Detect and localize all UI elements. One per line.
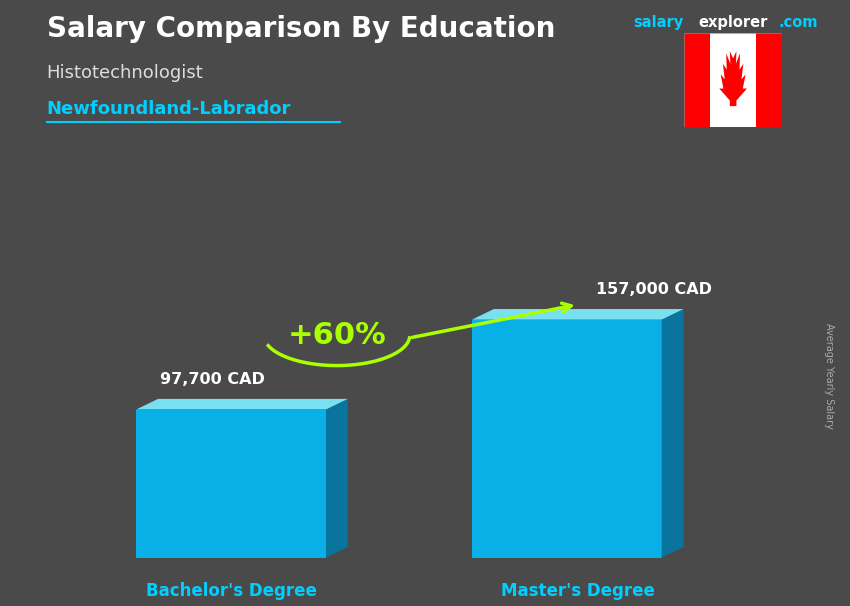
Polygon shape (136, 399, 348, 410)
Polygon shape (661, 309, 683, 558)
Polygon shape (136, 410, 326, 558)
Text: .com: .com (779, 15, 818, 30)
Text: 97,700 CAD: 97,700 CAD (161, 371, 265, 387)
Text: 157,000 CAD: 157,000 CAD (597, 282, 712, 297)
Text: Newfoundland-Labrador: Newfoundland-Labrador (47, 100, 291, 118)
Text: Salary Comparison By Education: Salary Comparison By Education (47, 15, 555, 43)
Text: +60%: +60% (287, 321, 386, 350)
Text: Histotechnologist: Histotechnologist (47, 64, 203, 82)
Polygon shape (326, 399, 348, 558)
Polygon shape (719, 51, 747, 106)
Bar (711, 33, 756, 127)
Text: salary: salary (633, 15, 683, 30)
Bar (756, 33, 782, 127)
Polygon shape (472, 309, 683, 319)
Text: Bachelor's Degree: Bachelor's Degree (145, 582, 316, 600)
Polygon shape (472, 319, 661, 558)
Text: Average Yearly Salary: Average Yearly Salary (824, 323, 834, 428)
Text: Master's Degree: Master's Degree (501, 582, 654, 600)
Text: explorer: explorer (699, 15, 768, 30)
Bar (684, 33, 711, 127)
